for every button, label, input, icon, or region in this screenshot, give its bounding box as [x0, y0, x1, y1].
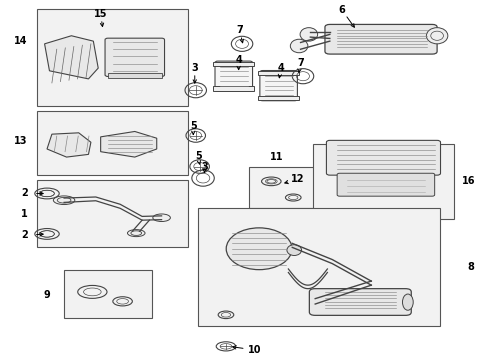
- Text: 4: 4: [277, 63, 284, 73]
- Text: 9: 9: [43, 289, 50, 300]
- Bar: [312, 144, 453, 219]
- Text: 10: 10: [247, 345, 261, 355]
- Ellipse shape: [426, 28, 447, 44]
- FancyBboxPatch shape: [105, 38, 164, 76]
- Text: 13: 13: [14, 136, 27, 146]
- FancyBboxPatch shape: [215, 61, 252, 91]
- Text: 7: 7: [297, 58, 304, 68]
- Bar: [64, 270, 152, 318]
- Ellipse shape: [226, 228, 291, 270]
- Ellipse shape: [153, 214, 170, 221]
- Polygon shape: [101, 131, 157, 157]
- Bar: [257, 71, 299, 75]
- Text: 6: 6: [338, 5, 345, 15]
- FancyBboxPatch shape: [309, 289, 410, 315]
- Polygon shape: [47, 133, 91, 157]
- Bar: [213, 62, 254, 66]
- FancyBboxPatch shape: [325, 24, 436, 54]
- Text: 4: 4: [235, 55, 242, 65]
- Text: 3: 3: [191, 63, 198, 73]
- Text: 16: 16: [461, 176, 474, 186]
- Text: 12: 12: [291, 174, 304, 184]
- Polygon shape: [44, 36, 98, 79]
- Ellipse shape: [286, 245, 301, 256]
- Bar: [249, 167, 327, 208]
- Bar: [37, 180, 188, 247]
- Bar: [213, 86, 254, 91]
- Bar: [108, 73, 161, 77]
- Text: 8: 8: [467, 262, 474, 272]
- Ellipse shape: [300, 28, 317, 41]
- Bar: [37, 111, 188, 175]
- Ellipse shape: [290, 39, 307, 53]
- Bar: [198, 208, 439, 325]
- FancyBboxPatch shape: [336, 173, 434, 196]
- FancyBboxPatch shape: [326, 140, 440, 175]
- Bar: [257, 96, 299, 100]
- Text: 7: 7: [236, 25, 243, 35]
- Text: 5: 5: [194, 151, 201, 161]
- Text: 15: 15: [94, 9, 107, 19]
- Text: 3: 3: [201, 162, 207, 171]
- Text: 11: 11: [269, 152, 283, 162]
- FancyBboxPatch shape: [259, 71, 297, 101]
- Text: 14: 14: [14, 36, 27, 46]
- Text: 1: 1: [20, 209, 27, 219]
- Ellipse shape: [402, 294, 412, 310]
- Text: 5: 5: [189, 121, 196, 131]
- Text: 2: 2: [21, 230, 28, 240]
- Bar: [37, 9, 188, 106]
- Ellipse shape: [127, 230, 145, 237]
- Text: 2: 2: [21, 189, 28, 198]
- Ellipse shape: [53, 196, 75, 204]
